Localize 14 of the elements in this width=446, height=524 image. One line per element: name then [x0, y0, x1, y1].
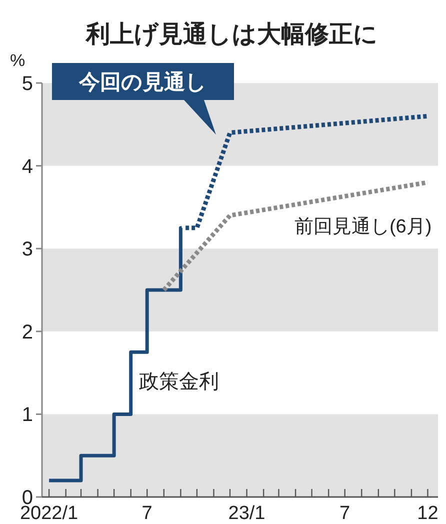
y-tick-label: 4 — [22, 156, 33, 178]
x-tick-label: 7 — [340, 503, 350, 524]
y-tick-label: 1 — [22, 404, 33, 426]
chart-title: 利上げ見通しは大幅修正に — [85, 21, 378, 48]
text: 今回の見通し — [78, 71, 207, 94]
series-label: 政策金利 — [138, 371, 219, 394]
series-label: 前回見通し(6月) — [294, 216, 432, 238]
y-tick-label: 3 — [22, 238, 33, 261]
x-tick-label: 23/1 — [228, 503, 266, 524]
y-axis-title: % — [10, 51, 26, 70]
y-tick-label: 2 — [22, 321, 33, 344]
x-tick-label: 7 — [142, 503, 152, 524]
x-tick-label: 12 — [417, 503, 438, 524]
y-tick-label: 5 — [22, 73, 33, 95]
